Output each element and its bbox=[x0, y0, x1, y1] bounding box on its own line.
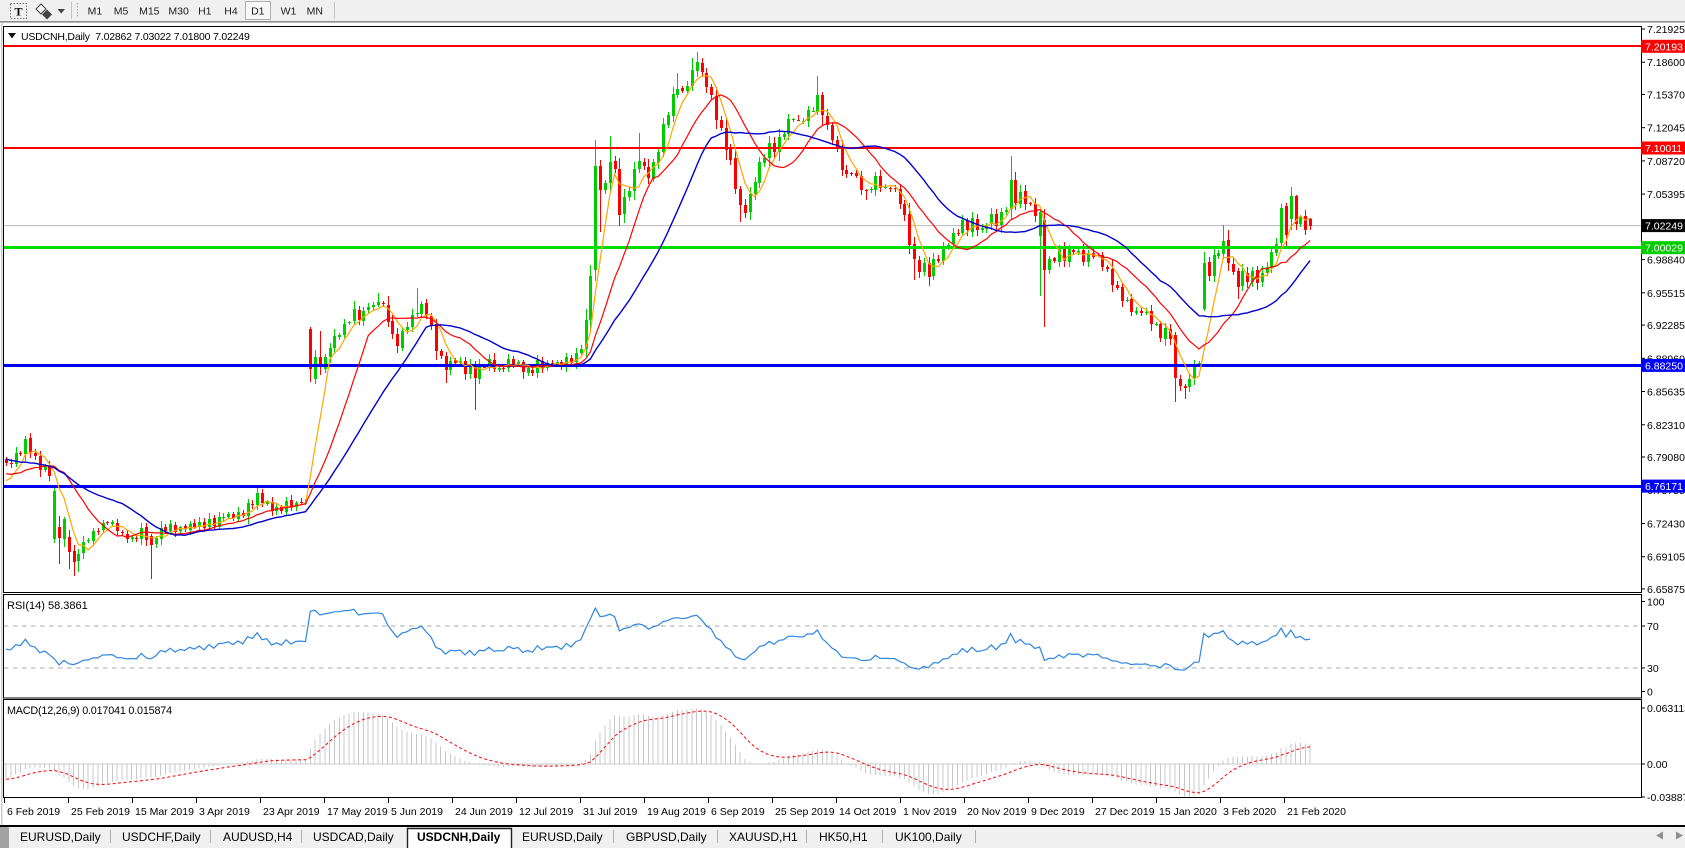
svg-text:24 Jun 2019: 24 Jun 2019 bbox=[455, 806, 513, 818]
svg-text:HK50,H1: HK50,H1 bbox=[819, 830, 868, 844]
svg-text:6.79080: 6.79080 bbox=[1647, 452, 1685, 464]
svg-text:12 Jul 2019: 12 Jul 2019 bbox=[519, 806, 573, 818]
svg-text:T: T bbox=[14, 5, 22, 19]
svg-text:70: 70 bbox=[1647, 621, 1659, 633]
svg-text:6.95515: 6.95515 bbox=[1647, 288, 1685, 300]
svg-text:MN: MN bbox=[307, 6, 323, 18]
svg-text:UK100,Daily: UK100,Daily bbox=[895, 830, 962, 844]
svg-text:6.98840: 6.98840 bbox=[1647, 255, 1685, 267]
svg-text:1 Nov 2019: 1 Nov 2019 bbox=[903, 806, 957, 818]
svg-text:GBPUSD,Daily: GBPUSD,Daily bbox=[626, 830, 707, 844]
svg-text:30: 30 bbox=[1647, 663, 1659, 675]
svg-text:3 Feb 2020: 3 Feb 2020 bbox=[1223, 806, 1276, 818]
svg-text:USDCAD,Daily: USDCAD,Daily bbox=[313, 830, 394, 844]
svg-text:W1: W1 bbox=[281, 6, 297, 18]
svg-text:MACD(12,26,9) 0.017041 0.01587: MACD(12,26,9) 0.017041 0.015874 bbox=[7, 705, 172, 717]
svg-text:6.88250: 6.88250 bbox=[1645, 360, 1683, 372]
svg-text:M5: M5 bbox=[114, 6, 129, 18]
svg-text:-0.038872: -0.038872 bbox=[1647, 792, 1685, 804]
svg-text:100: 100 bbox=[1647, 597, 1665, 609]
svg-text:25 Feb 2019: 25 Feb 2019 bbox=[71, 806, 130, 818]
svg-text:7.12045: 7.12045 bbox=[1647, 123, 1685, 135]
svg-text:15 Mar 2019: 15 Mar 2019 bbox=[135, 806, 194, 818]
svg-text:M1: M1 bbox=[88, 6, 103, 18]
svg-text:25 Sep 2019: 25 Sep 2019 bbox=[775, 806, 835, 818]
svg-text:0.00: 0.00 bbox=[1647, 759, 1668, 771]
svg-text:7.02249: 7.02249 bbox=[1645, 221, 1683, 233]
svg-text:7.20193: 7.20193 bbox=[1645, 41, 1683, 53]
svg-text:6.76171: 6.76171 bbox=[1645, 481, 1683, 493]
svg-text:6.72430: 6.72430 bbox=[1647, 519, 1685, 531]
svg-text:EURUSD,Daily: EURUSD,Daily bbox=[20, 830, 101, 844]
svg-text:6.69105: 6.69105 bbox=[1647, 552, 1685, 564]
svg-text:7.00029: 7.00029 bbox=[1645, 243, 1683, 255]
svg-text:3 Apr 2019: 3 Apr 2019 bbox=[199, 806, 250, 818]
svg-text:5 Jun 2019: 5 Jun 2019 bbox=[391, 806, 443, 818]
svg-text:19 Aug 2019: 19 Aug 2019 bbox=[647, 806, 706, 818]
svg-text:6.92285: 6.92285 bbox=[1647, 320, 1685, 332]
svg-text:7.15370: 7.15370 bbox=[1647, 90, 1685, 102]
svg-text:7.10011: 7.10011 bbox=[1645, 143, 1682, 155]
svg-text:6 Sep 2019: 6 Sep 2019 bbox=[711, 806, 765, 818]
svg-text:USDCNH,Daily 7.02862 7.03022: USDCNH,Daily 7.02862 7.03022 7.01800 7.0… bbox=[21, 31, 250, 43]
svg-text:USDCHF,Daily: USDCHF,Daily bbox=[122, 830, 201, 844]
svg-text:14 Oct 2019: 14 Oct 2019 bbox=[839, 806, 896, 818]
svg-text:6.82310: 6.82310 bbox=[1647, 420, 1685, 432]
svg-text:M30: M30 bbox=[168, 6, 189, 18]
svg-text:27 Dec 2019: 27 Dec 2019 bbox=[1095, 806, 1155, 818]
svg-text:7.08720: 7.08720 bbox=[1647, 156, 1685, 168]
svg-text:H4: H4 bbox=[224, 6, 238, 18]
svg-text:0: 0 bbox=[1647, 687, 1653, 699]
svg-text:M15: M15 bbox=[139, 6, 160, 18]
svg-text:23 Apr 2019: 23 Apr 2019 bbox=[263, 806, 320, 818]
svg-text:AUDUSD,H4: AUDUSD,H4 bbox=[223, 830, 293, 844]
svg-text:17 May 2019: 17 May 2019 bbox=[327, 806, 388, 818]
svg-text:7.21925: 7.21925 bbox=[1647, 24, 1685, 36]
svg-text:20 Nov 2019: 20 Nov 2019 bbox=[967, 806, 1027, 818]
svg-text:USDCNH,Daily: USDCNH,Daily bbox=[417, 830, 501, 844]
svg-text:7.05395: 7.05395 bbox=[1647, 189, 1685, 201]
svg-text:6.65875: 6.65875 bbox=[1647, 584, 1685, 596]
svg-text:6 Feb 2019: 6 Feb 2019 bbox=[7, 806, 60, 818]
svg-text:0.063113: 0.063113 bbox=[1647, 703, 1685, 715]
svg-text:6.85635: 6.85635 bbox=[1647, 387, 1685, 399]
svg-text:21 Feb 2020: 21 Feb 2020 bbox=[1287, 806, 1346, 818]
svg-text:XAUUSD,H1: XAUUSD,H1 bbox=[729, 830, 798, 844]
svg-text:EURUSD,Daily: EURUSD,Daily bbox=[522, 830, 603, 844]
svg-text:RSI(14) 58.3861: RSI(14) 58.3861 bbox=[7, 600, 88, 612]
svg-text:7.18600: 7.18600 bbox=[1647, 57, 1685, 69]
svg-text:31 Jul 2019: 31 Jul 2019 bbox=[583, 806, 637, 818]
svg-text:H1: H1 bbox=[198, 6, 212, 18]
svg-text:9 Dec 2019: 9 Dec 2019 bbox=[1031, 806, 1085, 818]
svg-text:15 Jan 2020: 15 Jan 2020 bbox=[1159, 806, 1217, 818]
svg-text:D1: D1 bbox=[251, 6, 265, 18]
